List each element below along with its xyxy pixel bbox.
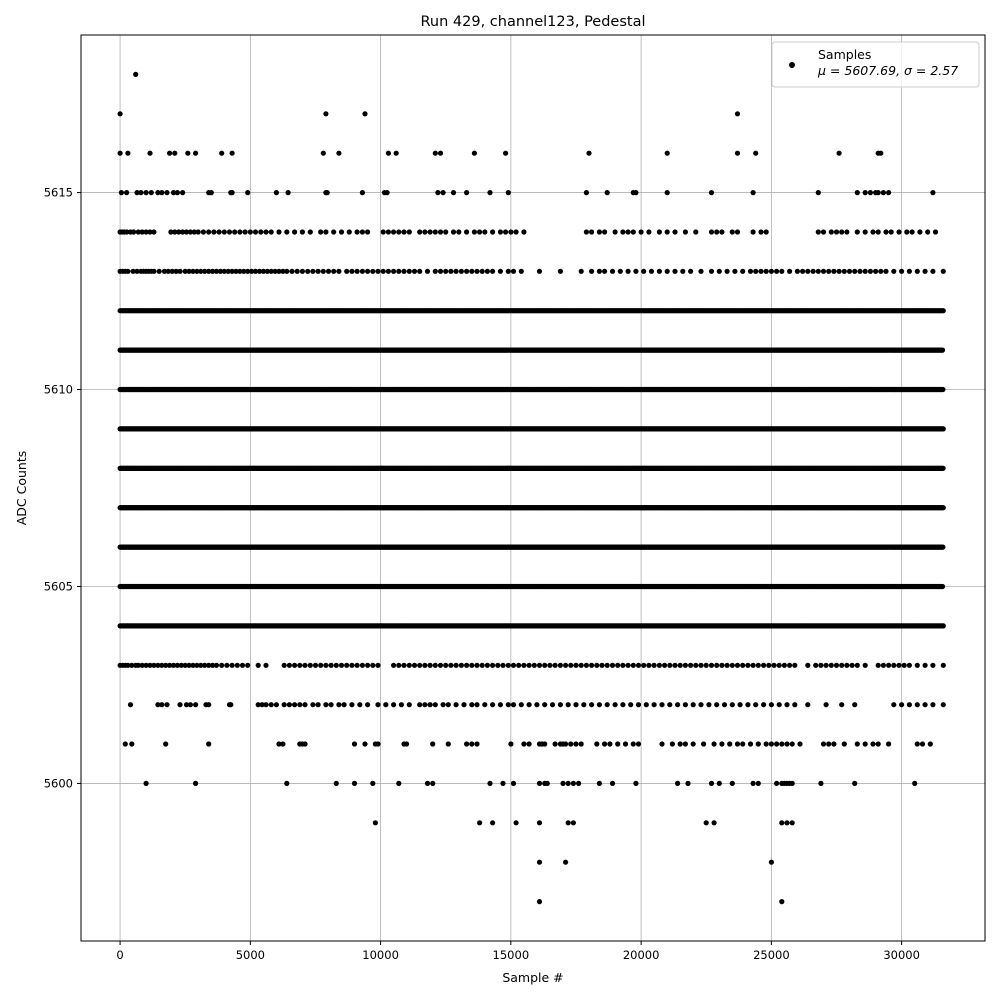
data-point	[940, 386, 946, 393]
data-point	[939, 347, 946, 353]
data-point	[940, 308, 946, 314]
data-point	[940, 426, 946, 432]
plot-area	[81, 35, 985, 941]
data-points	[117, 71, 946, 905]
